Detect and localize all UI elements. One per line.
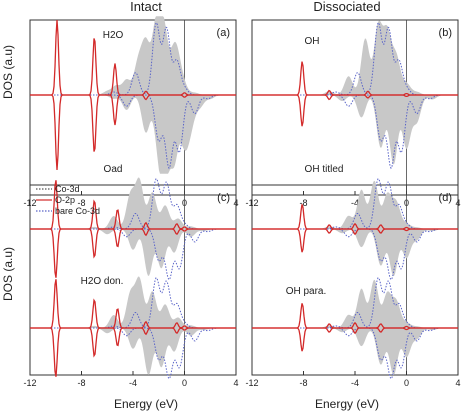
y-axis-label-top: DOS (a.u) [1, 45, 15, 99]
x-tick-label: -8 [299, 378, 307, 388]
annotation-label: OH [305, 36, 320, 47]
annotation-label: H2O don. [81, 276, 124, 287]
x-tick-label: 0 [182, 378, 187, 388]
co3d-fill [252, 180, 458, 277]
x-tick-label: -8 [299, 198, 307, 208]
x-tick-label: 4 [233, 378, 238, 388]
panel-frame [251, 184, 459, 376]
y-axis-label-bottom: DOS (a.u) [1, 247, 15, 301]
co3d-fill [30, 177, 236, 276]
legend-entry-label: O-2p [55, 195, 75, 205]
co3d-fill [252, 279, 458, 376]
bare-co3d-up-line [252, 22, 458, 96]
panel-letter: (a) [217, 27, 230, 39]
o2p-down-line [252, 228, 458, 253]
x-tick-label: -12 [23, 378, 36, 388]
column-title-dissociated: Dissociated [313, 0, 380, 14]
panel-b: -12-8-404(b)OH [245, 19, 461, 208]
o2p-down-line [252, 327, 458, 352]
x-axis-label-left: Energy (eV) [114, 397, 178, 411]
legend-entry-label: Co-3d [55, 184, 80, 194]
x-tick-label: 0 [404, 378, 409, 388]
x-tick-label: -8 [77, 198, 85, 208]
panel-frame [29, 19, 237, 196]
annotation-label: OH titled [305, 164, 344, 175]
x-tick-label: -4 [351, 198, 359, 208]
annotation-label: OH para. [286, 286, 327, 297]
co3d-fill [30, 276, 236, 375]
o2p-down-line [30, 228, 236, 278]
panel-a: -12-8-404(a)H2O [23, 16, 239, 208]
panel-d: -12 -8 -4 0 4 (d) OH titled OH para. [245, 164, 460, 388]
bare-co3d-down-line [30, 94, 236, 170]
legend-entry-label: bare Co-3d [55, 206, 100, 216]
bare-co3d-down-line [252, 228, 458, 281]
x-tick-label: -4 [129, 378, 137, 388]
co3d-fill [252, 20, 458, 165]
o2p-down-line [30, 94, 236, 171]
o2p-down-line [30, 327, 236, 377]
panel-letter: (d) [439, 192, 452, 204]
x-tick-label: -12 [245, 378, 258, 388]
annotation-label: H2O [103, 30, 124, 41]
o2p-down-line [252, 94, 458, 127]
column-title-intact: Intact [130, 0, 162, 14]
x-tick-label: 4 [455, 378, 460, 388]
x-axis-label-right: Energy (eV) [315, 397, 379, 411]
annotation-label: Oad [104, 164, 123, 175]
panel-letter: (b) [439, 27, 452, 39]
x-tick-label: -4 [351, 378, 359, 388]
panel-letter: (c) [217, 192, 230, 204]
x-tick-label: -8 [77, 378, 85, 388]
panel-frame [251, 19, 459, 196]
panel-c: -12 -8 -4 0 4 (c) Oad H2O don. [23, 164, 238, 388]
bare-co3d-down-line [252, 94, 458, 170]
